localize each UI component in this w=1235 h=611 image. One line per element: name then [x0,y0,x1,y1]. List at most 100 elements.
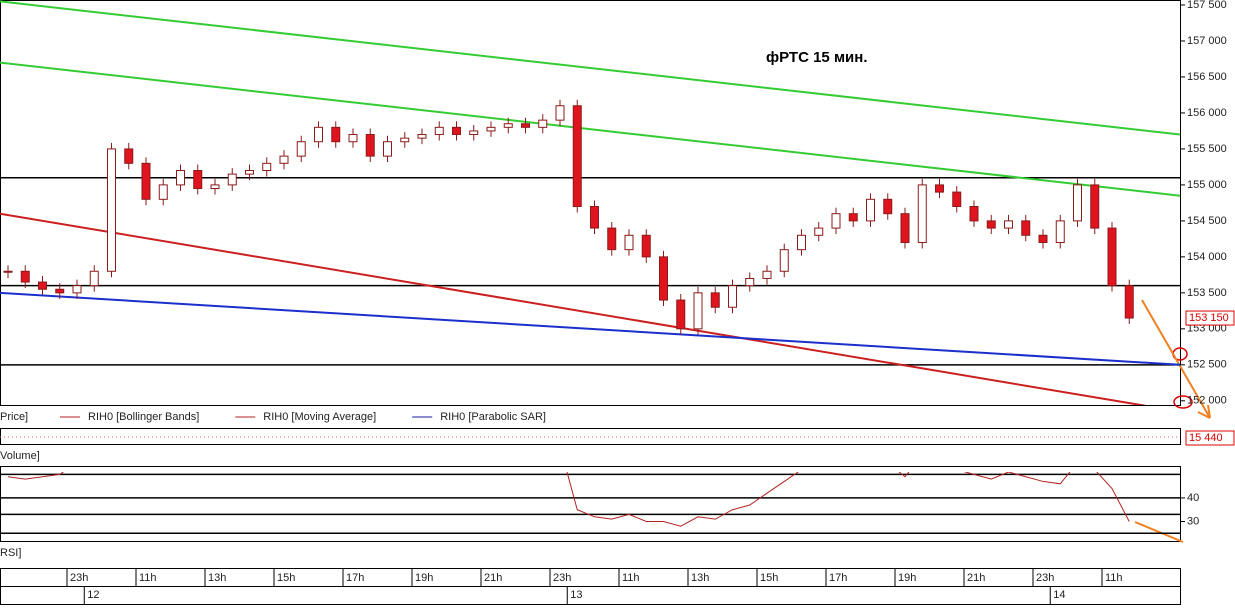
candle [521,123,530,128]
candle [503,123,513,128]
candle [55,288,65,294]
candle [245,170,254,175]
candle [1055,220,1065,243]
rsi-plot [7,472,1130,527]
candle [452,126,461,136]
x-tick-label: 19h [415,572,433,584]
y-tick-label: 157 500 [1187,0,1227,11]
volume-tag-label: 15 440 [1189,432,1223,444]
chart-title: фРТС 15 мин. [766,49,868,66]
candle [814,227,824,236]
candle [1038,234,1048,243]
candle [728,285,737,308]
candle [279,155,289,164]
y-tick-label: 152 000 [1187,395,1227,407]
volume-tag [1185,430,1235,446]
candle [779,249,789,272]
candle [434,126,444,136]
candle [38,281,47,290]
x-tick-label: 17h [346,572,364,584]
trend-line [0,61,1180,197]
x-tick-label: 15h [277,572,295,584]
candle [590,205,599,229]
x-tick-label: 23h [1036,572,1054,584]
rsi-line [7,472,1130,527]
arrow [1134,521,1184,543]
candle [693,292,703,330]
candle [900,213,910,243]
candle [762,270,772,279]
candle [676,299,686,330]
price-tag [1185,310,1235,326]
candle [1107,227,1117,287]
rsi-tick-label: 30 [1187,515,1199,527]
candle [20,270,30,283]
day-label: 14 [1053,589,1065,601]
x-tick-label: 23h [553,572,571,584]
candle [917,184,927,243]
candle [193,170,203,190]
candle [469,130,479,136]
candle [262,162,272,172]
candle [486,126,496,132]
legend-label: RIH0 [Moving Average] [263,411,376,423]
y-tick-label: 154 000 [1187,251,1227,263]
candle [710,292,720,308]
candle [555,105,565,121]
candle [158,184,168,200]
candle [848,213,858,222]
x-tick-label: 11h [1105,572,1123,584]
candle [866,198,875,222]
y-tick-label: 157 000 [1187,35,1227,47]
candle [210,184,220,190]
candle [1124,285,1134,319]
rsi-tick-label: 40 [1187,492,1199,504]
candle [1090,184,1100,229]
candle [969,205,979,222]
candle [883,198,893,215]
volume-label: Volume] [0,450,40,462]
y-tick-label: 153 500 [1187,287,1227,299]
day-label: 12 [87,589,99,601]
candle [348,134,358,143]
x-tick-label: 13h [208,572,226,584]
candle [797,234,806,251]
candle [986,220,996,229]
candle [935,184,944,193]
y-tick-label: 155 500 [1187,143,1227,155]
y-tick-label: 156 000 [1187,107,1227,119]
y-tick-label: 155 000 [1187,179,1227,191]
price-plot [0,0,1180,405]
y-tick-label: 152 500 [1187,359,1227,371]
candle [831,213,841,229]
candle [141,162,151,200]
candle [107,148,116,272]
trend-line [0,212,1147,405]
candle [89,270,99,287]
y-tick-label: 153 000 [1187,323,1227,335]
y-tick-label: 154 500 [1187,215,1227,227]
candle [1073,184,1082,222]
x-tick-label: 17h [829,572,847,584]
x-tick-label: 11h [139,572,157,584]
legend-label: RIH0 [Parabolic SAR] [440,411,546,423]
y-tick-label: 156 500 [1187,71,1227,83]
x-tick-label: 21h [967,572,985,584]
x-tick-label: 23h [70,572,88,584]
arrow [1141,299,1211,419]
candle [538,119,548,128]
candle [400,137,410,143]
trend-line [0,0,1180,136]
candle [72,285,82,294]
candle [607,227,617,251]
candle [417,134,427,139]
legend-label: RIH0 [Bollinger Bands] [88,411,199,423]
candle [624,234,634,251]
candle [952,191,962,207]
x-tick-label: 13h [691,572,709,584]
marker-circle [1173,395,1193,409]
candle [314,126,323,143]
candle [124,148,134,164]
x-tick-label: 11h [622,572,640,584]
